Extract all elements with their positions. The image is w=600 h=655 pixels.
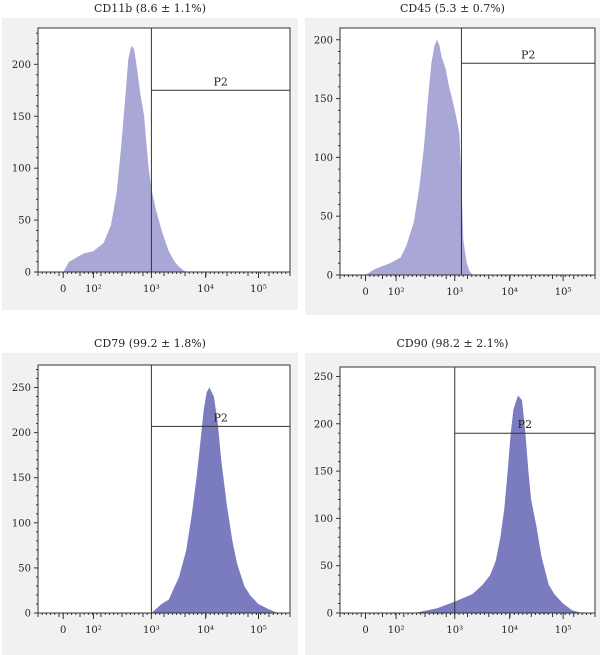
panel-title: CD11b (8.6 ± 1.1%) xyxy=(93,2,206,15)
y-tick-label: 100 xyxy=(314,153,333,164)
histogram-plot: P2 0 50 100 150 200 0 10² 10³ 10⁴ 10⁵ xyxy=(314,27,596,298)
x-tick-label: 10² xyxy=(388,625,405,636)
y-tick-label: 150 xyxy=(12,112,31,123)
y-tick-label: 0 xyxy=(327,609,333,620)
x-tick-label: 10⁵ xyxy=(555,625,572,636)
y-tick-label: 250 xyxy=(314,372,333,383)
x-tick-label: 10⁴ xyxy=(501,625,518,636)
x-tick-label: 10⁵ xyxy=(250,284,267,295)
x-tick-label: 10³ xyxy=(446,287,463,298)
gate-label: P2 xyxy=(213,75,227,88)
panel-cd79: CD79 (99.2 ± 1.8%) P2 0 50 100 150 200 250 0 10²… xyxy=(0,335,300,655)
y-tick-label: 150 xyxy=(314,467,333,478)
plot-area xyxy=(38,365,290,613)
panel-cd90: CD90 (98.2 ± 2.1%) P2 0 50 100 150 200 250 0 10²… xyxy=(305,335,600,655)
panel-title: CD90 (98.2 ± 2.1%) xyxy=(396,337,509,350)
y-tick-label: 0 xyxy=(25,609,31,620)
x-tick-label: 10² xyxy=(85,625,102,636)
y-tick-label: 0 xyxy=(25,268,31,279)
y-tick-label: 200 xyxy=(314,419,333,430)
x-tick-label: 10⁵ xyxy=(555,287,572,298)
x-tick-label: 10³ xyxy=(143,625,160,636)
x-tick-label: 10² xyxy=(85,284,102,295)
panel-title: CD45 (5.3 ± 0.7%) xyxy=(400,2,505,15)
y-tick-label: 200 xyxy=(314,35,333,46)
x-tick-label: 10² xyxy=(388,287,405,298)
x-tick-label: 0 xyxy=(362,625,368,636)
x-tick-label: 0 xyxy=(60,284,66,295)
y-tick-label: 200 xyxy=(12,428,31,439)
plot-area xyxy=(340,367,595,613)
y-tick-label: 150 xyxy=(12,473,31,484)
x-tick-label: 10⁴ xyxy=(197,625,214,636)
y-tick-label: 150 xyxy=(314,94,333,105)
gate-label: P2 xyxy=(213,411,227,424)
y-tick-label: 200 xyxy=(12,60,31,71)
x-tick-label: 0 xyxy=(362,287,368,298)
x-tick-label: 10³ xyxy=(446,625,463,636)
y-tick-label: 100 xyxy=(12,518,31,529)
histogram-plot: P2 0 50 100 150 200 0 10² 10³ 10⁴ 10⁵ xyxy=(12,27,291,295)
x-tick-label: 10³ xyxy=(143,284,160,295)
y-tick-label: 100 xyxy=(314,514,333,525)
y-tick-label: 50 xyxy=(320,561,333,572)
x-tick-label: 10⁴ xyxy=(197,284,214,295)
histogram-area xyxy=(63,45,187,273)
histogram-area xyxy=(413,395,583,613)
histogram-area xyxy=(365,39,473,275)
x-tick-label: 0 xyxy=(60,625,66,636)
plot-area xyxy=(340,28,595,275)
plot-area xyxy=(38,28,290,272)
x-tick-label: 10⁴ xyxy=(501,287,518,298)
y-tick-label: 100 xyxy=(12,164,31,175)
panel-cd11b: CD11b (8.6 ± 1.1%) P2 0 50 100 150 200 0 10² 10³… xyxy=(0,0,300,310)
y-tick-label: 250 xyxy=(12,383,31,394)
histogram-area xyxy=(151,387,278,613)
y-tick-label: 0 xyxy=(327,271,333,282)
y-tick-label: 50 xyxy=(320,212,333,223)
y-tick-label: 50 xyxy=(18,216,31,227)
gate-label: P2 xyxy=(518,418,532,431)
x-tick-label: 10⁵ xyxy=(250,625,267,636)
histogram-plot: P2 0 50 100 150 200 250 0 10² 10³ 10⁴ 10⁵ xyxy=(314,366,596,636)
panel-title: CD79 (99.2 ± 1.8%) xyxy=(94,337,206,350)
gate-label: P2 xyxy=(521,48,535,61)
y-tick-label: 50 xyxy=(18,563,31,574)
histogram-plot: P2 0 50 100 150 200 250 0 10² 10³ 10⁴ 10⁵ xyxy=(12,364,291,636)
panel-cd45: CD45 (5.3 ± 0.7%) P2 0 50 100 150 200 0 10² 10³ 1… xyxy=(305,0,600,315)
